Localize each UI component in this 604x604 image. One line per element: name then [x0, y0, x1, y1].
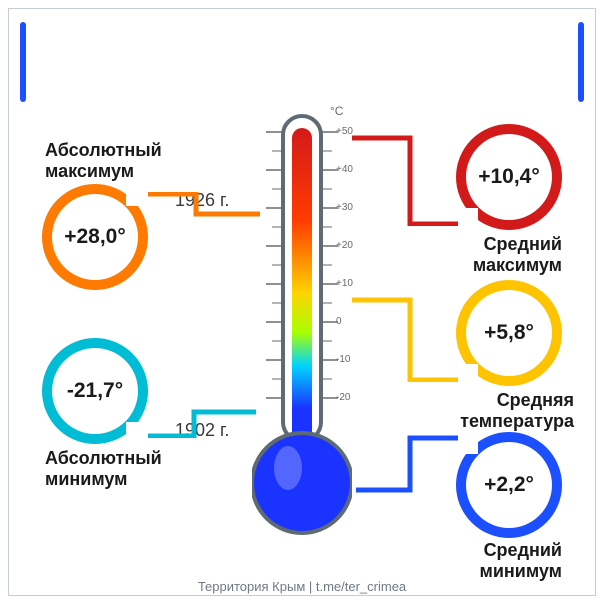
tick-m10: -10: [336, 354, 350, 365]
footer-credit: Территория Крым | t.me/ter_crimea: [0, 579, 604, 594]
abs-min-label: Абсолютныйминимум: [45, 448, 162, 489]
avg-min-label: Среднийминимум: [480, 540, 563, 581]
avg-min-connector: [354, 434, 460, 494]
abs-max-value: +28,0°: [42, 184, 148, 290]
abs-min-connector: [146, 408, 258, 438]
avg-temp-bubble: +5,8°: [456, 280, 562, 386]
accent-bar-left: [20, 22, 26, 102]
abs-max-label: Абсолютныймаксимум: [45, 140, 162, 181]
avg-min-bubble: +2,2°: [456, 432, 562, 538]
tick-10: +10: [336, 278, 353, 289]
accent-bar-right: [578, 22, 584, 102]
avg-temp-connector: [350, 294, 460, 382]
tick-20: +20: [336, 240, 353, 251]
abs-max-bubble: +28,0°: [42, 184, 148, 290]
abs-max-connector: [146, 192, 262, 222]
tick-m20: -20: [336, 392, 350, 403]
avg-max-connector: [350, 132, 460, 226]
abs-min-value: -21,7°: [42, 338, 148, 444]
avg-max-value: +10,4°: [456, 124, 562, 230]
tick-0: 0: [336, 316, 342, 327]
avg-max-bubble: +10,4°: [456, 124, 562, 230]
avg-temp-value: +5,8°: [456, 280, 562, 386]
abs-min-bubble: -21,7°: [42, 338, 148, 444]
avg-max-label: Средниймаксимум: [473, 234, 562, 275]
avg-temp-label: Средняятемпература: [460, 390, 574, 431]
avg-min-value: +2,2°: [456, 432, 562, 538]
